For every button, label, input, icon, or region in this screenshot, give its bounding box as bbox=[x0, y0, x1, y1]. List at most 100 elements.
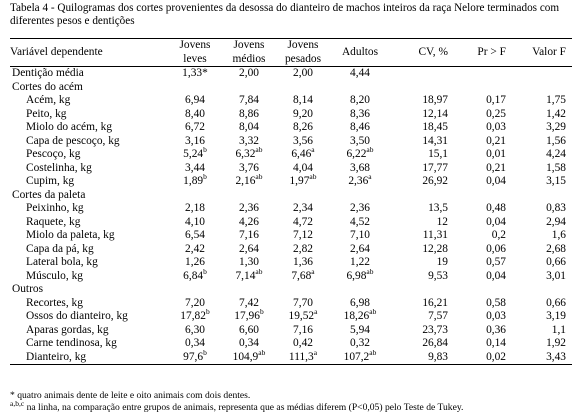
cell-value: 2,68 bbox=[546, 242, 566, 255]
cell-superscript: ab bbox=[369, 347, 377, 357]
table-cell: 6,22ab bbox=[330, 146, 390, 162]
table-row: Raquete, kg 4,10 4,26 4,72 4,52 12 0,04 2,94 bbox=[10, 216, 572, 230]
cell-value: 2,82 bbox=[293, 242, 313, 255]
table-cell: 3,15 bbox=[512, 175, 572, 189]
table-cell: 1,92 bbox=[512, 337, 572, 351]
cell-value: 5,94 bbox=[350, 323, 370, 336]
table-cell: 18,26ab bbox=[330, 308, 390, 324]
cell-value: 3,29 bbox=[546, 121, 566, 133]
section-row: Outros bbox=[10, 283, 572, 297]
header-jovens-pesados: Jovens pesados bbox=[284, 39, 322, 65]
cell-superscript: ab bbox=[255, 145, 263, 155]
cell-value: 18,45 bbox=[422, 121, 448, 133]
cell-value: 3,50 bbox=[350, 134, 370, 147]
table-cell: 8,20 bbox=[330, 94, 390, 108]
cell-value: 3,76 bbox=[239, 161, 259, 174]
cell-value: 26,92 bbox=[422, 175, 448, 187]
row-label: Recortes, kg bbox=[26, 296, 83, 309]
cell-value: 2,18 bbox=[185, 202, 205, 214]
cell-value: 8,20 bbox=[350, 94, 370, 106]
cell-value: 8,46 bbox=[350, 121, 370, 133]
table-cell: 1,1 bbox=[512, 324, 572, 338]
table-cell: 107,2ab bbox=[330, 347, 390, 365]
cell-value: 7,68 bbox=[291, 269, 312, 282]
cell-value: 2,64 bbox=[239, 242, 259, 255]
cell-value: 0,04 bbox=[486, 215, 506, 228]
table-cell: 8,86 bbox=[222, 108, 276, 122]
cell-value: 3,16 bbox=[185, 134, 205, 147]
table-cell: 8,04 bbox=[222, 121, 276, 135]
cell-superscript: b bbox=[203, 347, 207, 357]
table-row: Recortes, kg 7,20 7,42 7,70 6,98 16,21 0,58 0,6… bbox=[10, 297, 572, 311]
table-row: Ossos do dianteiro, kg 17,82b 17,96b 19,52a… bbox=[10, 308, 572, 324]
table-cell: 14,31 bbox=[390, 135, 454, 149]
table-cell: 17,96b bbox=[222, 308, 276, 324]
table-cell: 0,42 bbox=[276, 337, 330, 351]
table-cell: 3,68 bbox=[330, 162, 390, 176]
cell-value: 1,89 bbox=[183, 175, 204, 187]
table-cell: 4,04 bbox=[276, 162, 330, 176]
table-cell: 6,32ab bbox=[222, 145, 276, 162]
table-cell: 3,56 bbox=[276, 135, 330, 149]
row-label: Peixinho, kg bbox=[26, 202, 84, 214]
table-cell: 3,32 bbox=[222, 135, 276, 149]
cell-value: 18,26 bbox=[343, 310, 370, 322]
table-row: Carne tendinosa, kg 0,34 0,34 0,42 0,32 26,84… bbox=[10, 337, 572, 351]
cell-value: 6,72 bbox=[185, 121, 205, 133]
empty-cell bbox=[330, 189, 390, 203]
table-cell: 2,16ab bbox=[222, 173, 276, 189]
cell-value: 4,44 bbox=[350, 67, 370, 79]
empty-cell bbox=[454, 81, 512, 95]
table-cell: 0,03 bbox=[454, 121, 512, 135]
table-cell: 26,84 bbox=[390, 337, 454, 351]
table-cell: 0,36 bbox=[454, 324, 512, 338]
table-cell: 0,21 bbox=[454, 162, 512, 176]
cell-value: 1,92 bbox=[546, 337, 566, 349]
table-cell: 9,53 bbox=[390, 270, 454, 284]
table-cell: 6,84b bbox=[168, 266, 222, 284]
cell-value: 7,14 bbox=[235, 269, 256, 282]
cell-value: 0,34 bbox=[239, 337, 259, 349]
table-cell: 0,48 bbox=[454, 202, 512, 216]
cell-value: 12 bbox=[436, 215, 448, 228]
cell-value: 104,9 bbox=[232, 350, 259, 363]
cell-value: 14,31 bbox=[422, 134, 448, 147]
cell-superscript: ab bbox=[309, 172, 317, 182]
table-cell: 8,40 bbox=[168, 108, 222, 122]
table-cell: 0,01 bbox=[454, 148, 512, 162]
table-cell: 2,82 bbox=[276, 243, 330, 257]
cell-value: 16,21 bbox=[422, 296, 448, 309]
cell-value: 19,52 bbox=[288, 310, 315, 322]
row-label: Raquete, kg bbox=[26, 215, 81, 228]
table-cell: 2,42 bbox=[168, 243, 222, 257]
row-label: Costelinha, kg bbox=[26, 161, 92, 174]
table-cell: 13,5 bbox=[390, 202, 454, 216]
row-label: Miolo da paleta, kg bbox=[26, 229, 115, 241]
cell-value: 1,33* bbox=[182, 67, 208, 79]
table-cell: 1,26 bbox=[168, 256, 222, 270]
table-cell: 2,94 bbox=[512, 216, 572, 230]
table-cell: 0,34 bbox=[168, 337, 222, 351]
table-row: Dentição média 1,33* 2,00 2,00 4,44 bbox=[10, 67, 572, 81]
header-pr: Pr > F bbox=[477, 45, 506, 58]
table-cell bbox=[454, 67, 512, 81]
header-jovens-medios: Jovens médios bbox=[232, 39, 266, 65]
cell-value: 0,57 bbox=[486, 256, 506, 268]
table-cell: 0,58 bbox=[454, 297, 512, 311]
table-cell: 0,02 bbox=[454, 351, 512, 365]
table-cell: 7,42 bbox=[222, 297, 276, 311]
table-cell: 0,34 bbox=[222, 337, 276, 351]
table-cell: 4,26 bbox=[222, 216, 276, 230]
table-cell: 6,60 bbox=[222, 324, 276, 338]
table-row: Miolo do acém, kg 6,72 8,04 8,26 8,46 18,45 0,… bbox=[10, 121, 572, 135]
empty-cell bbox=[276, 189, 330, 203]
table-cell: 6,98 bbox=[330, 297, 390, 311]
row-label: Capa de pescoço, kg bbox=[26, 134, 120, 147]
cell-value: 26,84 bbox=[422, 337, 448, 349]
table-cell: 6,54 bbox=[168, 229, 222, 243]
header-valor-f: Valor F bbox=[532, 45, 566, 58]
row-label: Músculo, kg bbox=[26, 269, 83, 282]
cell-value: 0,2 bbox=[491, 229, 506, 241]
cell-value: 0,34 bbox=[185, 337, 205, 349]
cell-superscript: b bbox=[203, 266, 207, 276]
